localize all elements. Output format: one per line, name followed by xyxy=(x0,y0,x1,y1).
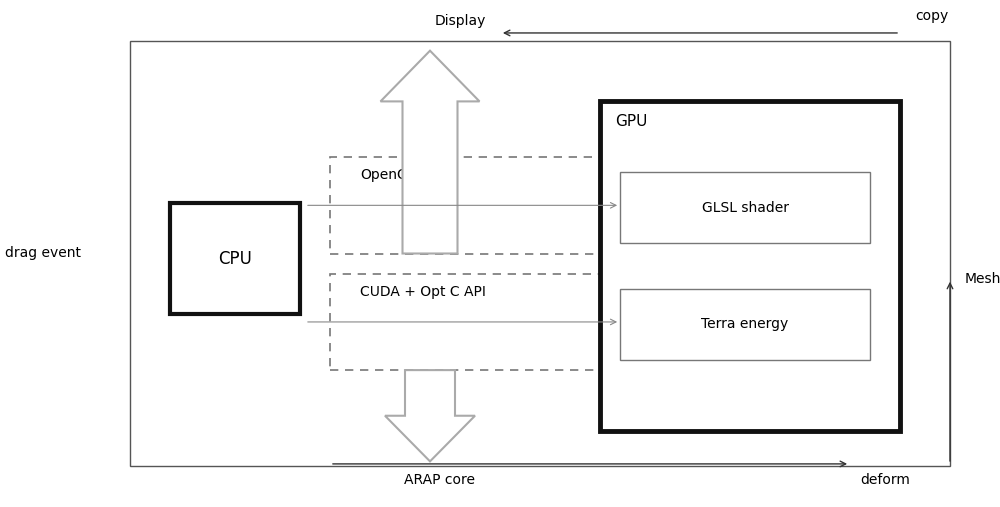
Text: Terra energy: Terra energy xyxy=(701,317,789,332)
FancyBboxPatch shape xyxy=(600,101,900,431)
FancyBboxPatch shape xyxy=(620,172,870,243)
Text: copy: copy xyxy=(915,9,948,23)
Text: CPU: CPU xyxy=(218,249,252,268)
Text: Display: Display xyxy=(434,14,486,28)
Text: deform: deform xyxy=(860,473,910,487)
Text: CUDA + Opt C API: CUDA + Opt C API xyxy=(360,284,486,299)
Text: GPU: GPU xyxy=(615,114,647,129)
Polygon shape xyxy=(380,51,480,254)
Text: GLSL shader: GLSL shader xyxy=(702,201,788,215)
Text: Mesh: Mesh xyxy=(965,272,1000,286)
Text: drag event: drag event xyxy=(5,246,81,261)
FancyBboxPatch shape xyxy=(620,289,870,360)
Text: OpenGL: OpenGL xyxy=(360,168,416,182)
Text: ARAP core: ARAP core xyxy=(404,473,476,487)
Polygon shape xyxy=(385,370,475,461)
FancyBboxPatch shape xyxy=(170,203,300,314)
